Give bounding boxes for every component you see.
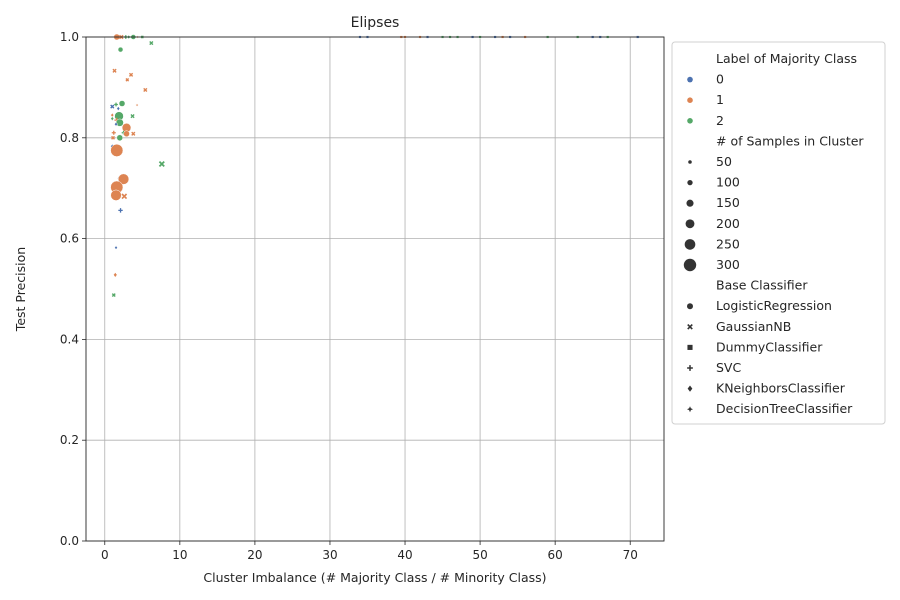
legend-size-marker (686, 199, 694, 207)
data-point (115, 118, 124, 127)
y-tick-label: 1.0 (60, 30, 79, 44)
data-point (117, 46, 124, 53)
y-tick-label: 0.0 (60, 534, 79, 548)
data-point (118, 208, 123, 213)
legend-style-marker (687, 406, 693, 413)
x-tick-label: 70 (623, 548, 638, 562)
legend-hue-marker (687, 76, 693, 83)
x-tick-label: 20 (247, 548, 262, 562)
data-point (158, 160, 165, 168)
x-tick-label: 10 (172, 548, 187, 562)
legend-style-marker (687, 344, 693, 350)
data-point (131, 131, 136, 136)
legend-size-marker (687, 179, 693, 186)
data-point (110, 104, 115, 109)
x-axis-label: Cluster Imbalance (# Majority Class / # … (203, 570, 546, 585)
legend-size-label: 100 (716, 175, 740, 190)
legend-size-title: # of Samples in Cluster (716, 133, 864, 148)
legend-style-label: GaussianNB (716, 319, 791, 334)
legend-size-label: 50 (716, 154, 732, 169)
data-point (111, 293, 116, 298)
plot-frame (85, 36, 665, 542)
legend-style-label: SVC (716, 360, 741, 375)
legend-size-label: 300 (716, 257, 740, 272)
data-point (121, 193, 128, 200)
x-tick-label: 60 (548, 548, 563, 562)
x-tick-label: 0 (101, 548, 109, 562)
data-point (114, 102, 118, 107)
data-point (110, 143, 124, 157)
legend-hue-marker (687, 118, 693, 124)
data-point (134, 102, 140, 108)
data-point (125, 78, 130, 82)
data-point (116, 134, 124, 142)
x-tick-label: 40 (397, 548, 412, 562)
data-point (111, 130, 116, 135)
x-axis-ticks: 0 10 20 30 40 50 60 70 (101, 541, 638, 562)
data-point (110, 189, 122, 201)
legend-style-title: Base Classifier (716, 278, 808, 293)
x-tick-label: 30 (322, 548, 337, 562)
data-point (117, 173, 130, 185)
data-point (114, 245, 118, 250)
legend-size-marker (688, 160, 692, 164)
legend-size-marker (683, 258, 697, 272)
legend-style-label: KNeighborsClassifier (716, 381, 846, 396)
legend-style-marker (687, 365, 693, 371)
data-point (110, 116, 115, 122)
legend-style-marker (687, 303, 693, 310)
x-tick-label: 50 (472, 548, 487, 562)
legend-hue-label: 2 (716, 113, 724, 128)
chart-title: Elipses (351, 15, 400, 31)
data-point (112, 68, 117, 73)
data-point (116, 106, 121, 112)
data-point (118, 100, 126, 107)
legend-style-label: DummyClassifier (716, 339, 823, 354)
data-point (128, 72, 134, 77)
legend-style-label: DecisionTreeClassifier (716, 401, 853, 416)
y-tick-label: 0.4 (60, 332, 79, 346)
legend-size-label: 250 (716, 236, 740, 251)
legend-hue-title: Label of Majority Class (716, 51, 857, 66)
legend-size-marker (684, 239, 696, 250)
y-tick-label: 0.8 (60, 131, 79, 145)
y-tick-label: 0.6 (60, 232, 79, 246)
legend-size-marker (685, 219, 695, 229)
y-tick-label: 0.2 (60, 433, 79, 447)
legend: Label of Majority Class 0 1 2 # of Samples i… (671, 41, 886, 425)
legend-box (671, 41, 886, 425)
legend-hue-label: 0 (716, 72, 724, 87)
data-point (114, 121, 118, 127)
data-point (113, 272, 118, 278)
y-axis-label: Test Precision (13, 247, 28, 332)
data-point (130, 114, 135, 119)
legend-hue-marker (687, 97, 693, 103)
legend-hue-label: 1 (716, 92, 724, 107)
legend-style-marker (687, 385, 693, 392)
y-axis-ticks: 0.0 0.2 0.4 0.6 0.8 1.0 (60, 30, 86, 548)
data-point (149, 40, 154, 46)
data-point (111, 135, 115, 140)
legend-style-marker (687, 323, 693, 330)
legend-size-label: 200 (716, 216, 740, 231)
data-point (143, 87, 148, 93)
legend-style-label: LogisticRegression (716, 298, 832, 313)
data-point (123, 130, 130, 138)
legend-size-label: 150 (716, 195, 740, 210)
